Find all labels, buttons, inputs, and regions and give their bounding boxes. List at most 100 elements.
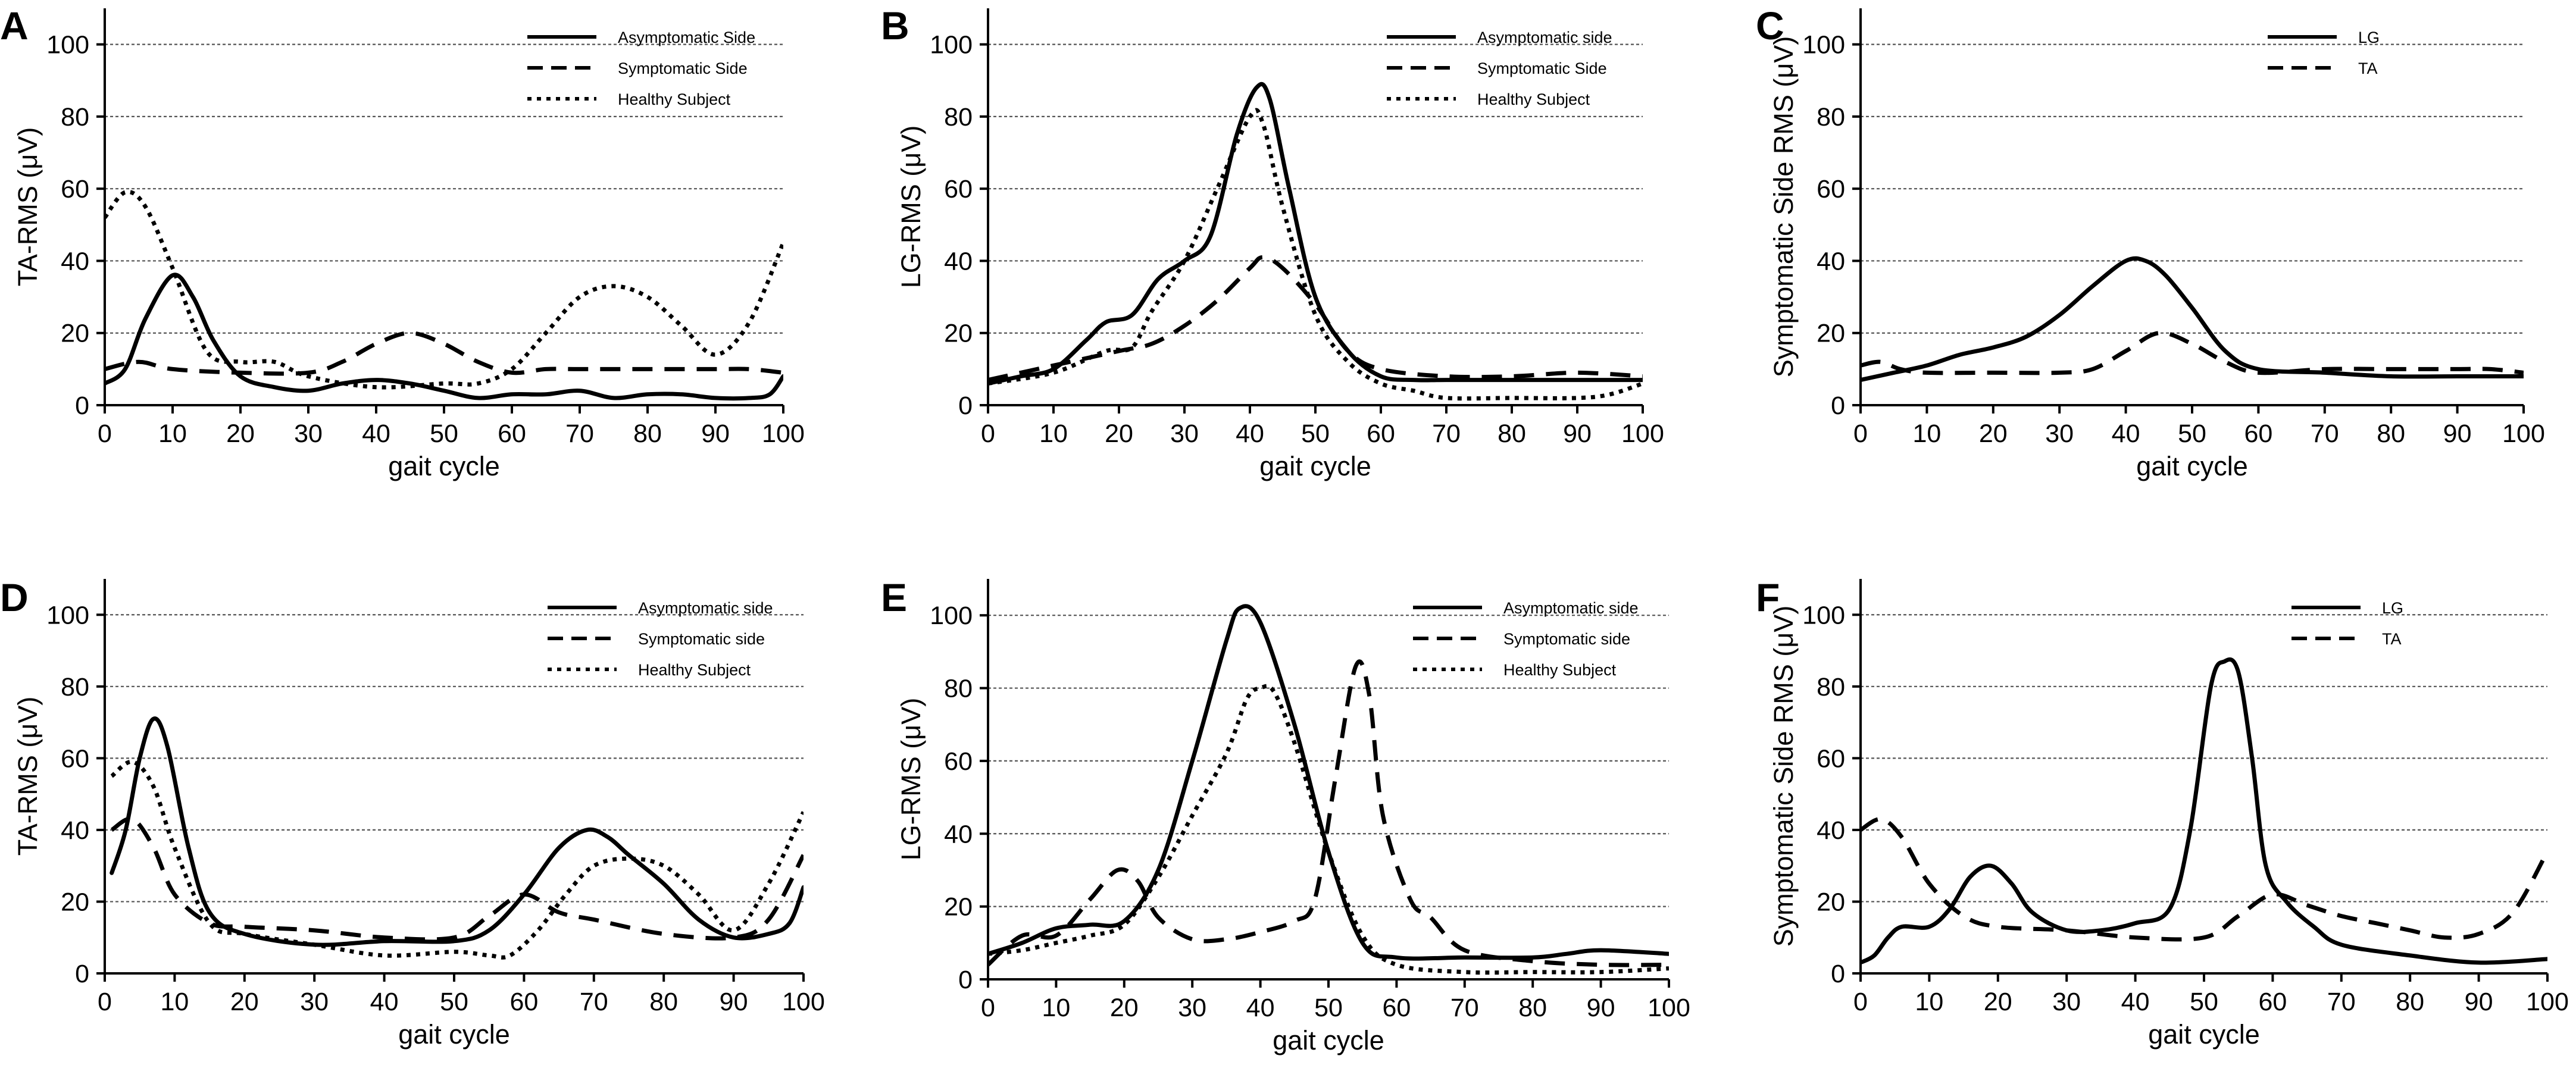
series-group bbox=[988, 604, 1669, 975]
legend-label: Symptomatic Side bbox=[618, 59, 748, 77]
x-tick-label: 10 bbox=[158, 419, 187, 448]
x-tick-label: 70 bbox=[2311, 419, 2339, 448]
x-tick-label: 90 bbox=[2443, 419, 2472, 448]
x-axis-title: gait cycle bbox=[2136, 451, 2248, 481]
y-tick-label: 40 bbox=[1817, 816, 1845, 845]
x-tick-label: 40 bbox=[362, 419, 390, 448]
x-tick-label: 90 bbox=[2465, 988, 2493, 1016]
x-tick-label: 0 bbox=[98, 419, 112, 448]
legend-label: Asymptomatic side bbox=[1477, 29, 1612, 46]
y-tick-label: 60 bbox=[1817, 175, 1845, 203]
legend-label: Symptomatic Side bbox=[1477, 59, 1607, 77]
y-tick-label: 0 bbox=[1831, 391, 1845, 420]
x-tick-label: 0 bbox=[981, 994, 995, 1022]
chart-panel-a: A 0 20 40 60 80 100 0 10 20 30 40 50 60 70 80 90 100 gait … bbox=[0, 4, 805, 481]
x-tick-label: 30 bbox=[2052, 988, 2081, 1016]
series-line-asymptomatic-side bbox=[988, 604, 1669, 961]
series-line-asymptomatic-side bbox=[105, 272, 783, 401]
x-axis-title: gait cycle bbox=[388, 451, 500, 481]
y-tick-label: 80 bbox=[944, 675, 973, 703]
x-axis-title: gait cycle bbox=[398, 1019, 510, 1050]
x-tick-label: 10 bbox=[1039, 419, 1068, 448]
x-tick-label: 100 bbox=[1621, 419, 1664, 448]
x-tick-label: 70 bbox=[565, 419, 594, 448]
x-tick-label: 30 bbox=[2045, 419, 2074, 448]
y-tick-label: 80 bbox=[1817, 103, 1845, 131]
y-tick-label: 40 bbox=[61, 816, 89, 845]
x-tick-label: 70 bbox=[580, 988, 608, 1016]
legend-label: TA bbox=[2382, 630, 2402, 648]
legend-label: LG bbox=[2382, 599, 2403, 617]
legend-label: Asymptomatic Side bbox=[618, 29, 755, 46]
y-tick-label: 80 bbox=[61, 103, 89, 131]
y-tick-label: 100 bbox=[930, 602, 973, 630]
x-tick-label: 30 bbox=[1178, 994, 1206, 1022]
x-tick-label: 100 bbox=[2502, 419, 2545, 448]
chart-panel-f: F 0 20 40 60 80 100 0 10 20 30 40 50 60 70 80 90 100 gait … bbox=[1756, 575, 2569, 1050]
x-tick-label: 0 bbox=[98, 988, 112, 1016]
x-tick-label: 0 bbox=[981, 419, 995, 448]
series-line-healthy-subject bbox=[988, 684, 1669, 975]
x-tick-label: 50 bbox=[2190, 988, 2218, 1016]
y-tick-label: 80 bbox=[1817, 673, 1845, 701]
series-group bbox=[1861, 657, 2547, 965]
x-tick-label: 60 bbox=[2258, 988, 2287, 1016]
x-tick-label: 80 bbox=[649, 988, 678, 1016]
legend-label: TA bbox=[2358, 59, 2378, 77]
legend-label: LG bbox=[2358, 29, 2380, 46]
legend-label: Asymptomatic side bbox=[1503, 599, 1639, 617]
x-tick-label: 40 bbox=[370, 988, 399, 1016]
x-tick-label: 20 bbox=[230, 988, 259, 1016]
y-axis-title: TA-RMS (μV) bbox=[12, 697, 43, 856]
legend-label: Healthy Subject bbox=[618, 90, 731, 108]
x-tick-label: 50 bbox=[2178, 419, 2206, 448]
x-tick-label: 50 bbox=[440, 988, 468, 1016]
x-tick-label: 20 bbox=[1105, 419, 1133, 448]
series-group bbox=[105, 190, 783, 401]
y-tick-label: 60 bbox=[1817, 744, 1845, 773]
panel-letter: F bbox=[1756, 575, 1780, 619]
series-line-asymptomatic-side bbox=[988, 82, 1643, 386]
x-tick-label: 50 bbox=[1301, 419, 1330, 448]
x-tick-label: 30 bbox=[294, 419, 323, 448]
y-tick-label: 80 bbox=[61, 673, 89, 701]
x-tick-label: 40 bbox=[2112, 419, 2140, 448]
y-axis-title: Symptomatic Side RMS (μV) bbox=[1768, 606, 1799, 947]
legend-label: Healthy Subject bbox=[638, 661, 751, 679]
y-tick-label: 40 bbox=[1817, 247, 1845, 275]
y-tick-label: 100 bbox=[46, 601, 89, 629]
x-tick-label: 30 bbox=[300, 988, 329, 1016]
x-tick-label: 100 bbox=[1647, 994, 1690, 1022]
y-tick-label: 60 bbox=[944, 175, 973, 203]
x-tick-label: 40 bbox=[1236, 419, 1264, 448]
series-line-healthy-subject bbox=[110, 759, 804, 960]
x-tick-label: 80 bbox=[633, 419, 662, 448]
x-tick-label: 60 bbox=[2244, 419, 2272, 448]
x-tick-label: 60 bbox=[1382, 994, 1411, 1022]
y-tick-label: 40 bbox=[61, 247, 89, 275]
series-line-lg bbox=[1861, 256, 2524, 383]
y-tick-label: 100 bbox=[930, 31, 973, 59]
x-tick-label: 100 bbox=[782, 988, 825, 1016]
y-tick-label: 80 bbox=[944, 103, 973, 131]
x-tick-label: 20 bbox=[226, 419, 255, 448]
panel-letter: E bbox=[881, 575, 907, 619]
legend-label: Symptomatic side bbox=[638, 630, 765, 648]
x-tick-label: 90 bbox=[701, 419, 730, 448]
y-tick-label: 0 bbox=[1831, 960, 1845, 988]
series-line-asymptomatic-side bbox=[110, 716, 804, 947]
x-tick-label: 40 bbox=[1246, 994, 1275, 1022]
x-axis-title: gait cycle bbox=[1259, 451, 1371, 481]
x-tick-label: 100 bbox=[762, 419, 805, 448]
x-tick-label: 90 bbox=[1587, 994, 1615, 1022]
series-line-lg bbox=[1861, 657, 2547, 965]
panel-letter: C bbox=[1756, 4, 1784, 48]
legend-label: Healthy Subject bbox=[1503, 661, 1617, 679]
x-tick-label: 0 bbox=[1853, 988, 1868, 1016]
y-tick-label: 60 bbox=[944, 747, 973, 776]
series-line-symptomatic-side bbox=[988, 659, 1669, 967]
y-tick-label: 20 bbox=[61, 320, 89, 348]
y-tick-label: 20 bbox=[1817, 888, 1845, 916]
series-group bbox=[988, 82, 1643, 401]
x-tick-label: 50 bbox=[1314, 994, 1343, 1022]
